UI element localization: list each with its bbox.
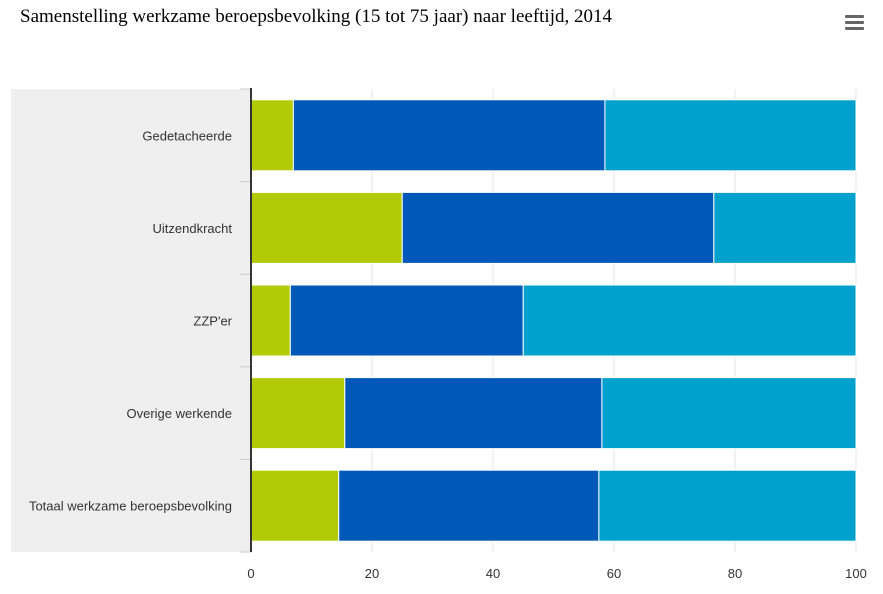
chart-title: Samenstelling werkzame beroepsbevolking … <box>20 6 612 27</box>
bar-segment <box>250 377 346 450</box>
menu-icon-bar <box>845 27 864 30</box>
category-label: Totaal werkzame beroepsbevolking <box>29 499 232 514</box>
category-band <box>11 89 251 552</box>
x-tick-label: 100 <box>845 566 867 581</box>
bar-segment <box>344 377 603 450</box>
bar-segment <box>250 469 340 542</box>
bar-segment <box>289 284 524 357</box>
bar-segment <box>250 191 403 264</box>
category-label: Uitzendkracht <box>153 221 233 236</box>
bar-segment <box>292 99 606 172</box>
menu-icon-bar <box>845 21 864 24</box>
category-label: ZZP'er <box>193 314 232 329</box>
bar-segment <box>250 284 291 357</box>
x-tick-label: 40 <box>486 566 500 581</box>
x-tick-label: 80 <box>728 566 742 581</box>
category-label: Gedetacheerde <box>142 128 232 143</box>
x-tick-label: 0 <box>247 566 254 581</box>
bar-segment <box>601 377 857 450</box>
bar-segment <box>598 469 857 542</box>
x-tick-label: 20 <box>365 566 379 581</box>
category-label: Overige werkende <box>127 406 233 421</box>
menu-icon-bar <box>845 15 864 18</box>
x-tick-label: 60 <box>607 566 621 581</box>
bar-segment <box>713 191 857 264</box>
bar-segment <box>250 99 294 172</box>
bar-segment <box>604 99 857 172</box>
bar-segment <box>338 469 600 542</box>
hamburger-menu-icon[interactable] <box>840 10 868 34</box>
bar-segment <box>522 284 857 357</box>
bar-segment <box>401 191 715 264</box>
